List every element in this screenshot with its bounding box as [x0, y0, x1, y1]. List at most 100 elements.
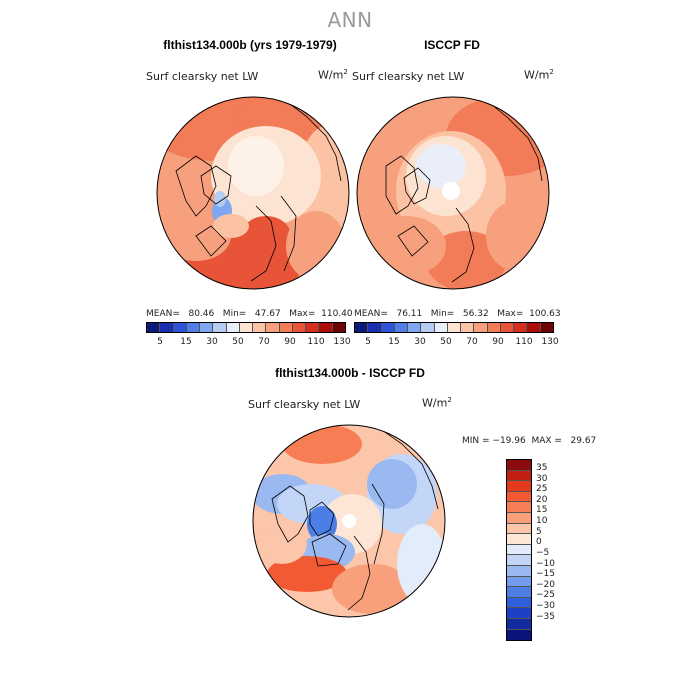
diff-colorbar-tick: −10: [536, 559, 555, 569]
obs-colorbar-swatch: [381, 323, 395, 332]
model-colorbar-swatch: [279, 323, 293, 332]
diff-colorbar-tick: 0: [536, 537, 542, 547]
obs-variable-label: Surf clearsky net LW: [352, 70, 465, 83]
diff-colorbar-tick: 20: [536, 495, 548, 505]
model-colorbar-swatch: [332, 323, 345, 332]
diff-colorbar-swatch: [507, 576, 531, 588]
model-colorbar-tick: 70: [258, 337, 270, 347]
model-units-label: W/m2: [318, 68, 348, 82]
obs-polar-map: [356, 96, 550, 290]
obs-colorbar-swatch: [487, 323, 501, 332]
model-colorbar-swatch: [226, 323, 240, 332]
model-colorbar-swatch: [213, 323, 227, 332]
model-colorbar-swatch: [147, 323, 161, 332]
obs-panel-title: ISCCP FD: [424, 38, 480, 52]
diff-colorbar-tick: 35: [536, 463, 548, 473]
diff-colorbar-swatch: [507, 565, 531, 577]
obs-colorbar-swatch: [527, 323, 541, 332]
obs-colorbar-swatch: [514, 323, 528, 332]
obs-colorbar-swatch: [394, 323, 409, 332]
obs-units-label: W/m2: [524, 68, 554, 82]
diff-colorbar: [506, 459, 532, 642]
model-variable-label: Surf clearsky net LW: [146, 70, 259, 83]
diff-colorbar-swatch: [507, 618, 531, 630]
model-colorbar-swatch: [160, 323, 174, 332]
obs-colorbar-swatch: [368, 323, 382, 332]
obs-colorbar-tick: 50: [440, 337, 452, 347]
diff-colorbar-swatch: [507, 502, 531, 513]
obs-colorbar-ticks: 5 15 30 50 70 90 110 130: [354, 337, 558, 349]
obs-colorbar: [354, 322, 554, 333]
diff-colorbar-ticks: 35 30 25 20 15 10 5 0 −5 −10 −15 −20 −25…: [536, 459, 576, 641]
obs-colorbar-tick: 70: [466, 337, 478, 347]
model-colorbar-swatch: [292, 323, 307, 332]
diff-colorbar-swatch: [507, 481, 531, 492]
obs-colorbar-swatch: [474, 323, 488, 332]
obs-colorbar-swatch: [434, 323, 448, 332]
obs-colorbar-tick: 130: [541, 337, 559, 347]
model-colorbar-swatch: [266, 323, 280, 332]
obs-colorbar-tick: 5: [365, 337, 371, 347]
model-colorbar-swatch: [253, 323, 267, 332]
diff-colorbar-tick: −30: [536, 601, 555, 611]
model-colorbar-tick: 50: [232, 337, 244, 347]
obs-colorbar-swatch: [355, 323, 369, 332]
diff-colorbar-tick: −5: [536, 548, 550, 558]
figure-title: ANN: [327, 8, 373, 32]
diff-variable-label: Surf clearsky net LW: [248, 398, 361, 411]
obs-colorbar-swatch: [461, 323, 475, 332]
obs-colorbar-tick: 90: [492, 337, 504, 347]
diff-polar-map: [252, 424, 446, 618]
diff-colorbar-swatch: [507, 460, 531, 471]
diff-colorbar-swatch: [507, 534, 531, 545]
model-colorbar-ticks: 5 15 30 50 70 90 110 130: [146, 337, 350, 349]
diff-colorbar-tick: −20: [536, 580, 555, 590]
diff-colorbar-tick: −15: [536, 569, 555, 579]
model-colorbar-swatch: [200, 323, 214, 332]
diff-colorbar-swatch: [507, 608, 531, 619]
model-colorbar-tick: 90: [284, 337, 296, 347]
diff-colorbar-swatch: [507, 629, 531, 641]
obs-colorbar-swatch: [421, 323, 435, 332]
diff-colorbar-tick: 25: [536, 484, 548, 494]
diff-colorbar-swatch: [507, 587, 531, 598]
model-colorbar-swatch: [173, 323, 187, 332]
diff-colorbar-tick: 5: [536, 527, 542, 537]
model-colorbar: [146, 322, 346, 333]
obs-colorbar-swatch: [500, 323, 515, 332]
obs-colorbar-tick: 15: [388, 337, 400, 347]
diff-colorbar-tick: 10: [536, 516, 548, 526]
model-colorbar-tick: 110: [307, 337, 325, 347]
obs-colorbar-tick: 30: [414, 337, 426, 347]
obs-colorbar-swatch: [408, 323, 422, 332]
obs-colorbar-swatch: [540, 323, 553, 332]
model-colorbar-tick: 130: [333, 337, 351, 347]
diff-colorbar-tick: 30: [536, 474, 548, 484]
diff-units-label: W/m2: [422, 396, 452, 410]
diff-colorbar-swatch: [507, 470, 531, 482]
obs-colorbar-tick: 110: [515, 337, 533, 347]
diff-colorbar-swatch: [507, 523, 531, 535]
model-colorbar-tick: 5: [157, 337, 163, 347]
diff-colorbar-tick: 15: [536, 505, 548, 515]
obs-stats: MEAN= 76.11 Min= 56.32 Max= 100.63: [354, 309, 561, 319]
diff-stats: MIN = −19.96 MAX = 29.67: [462, 436, 597, 446]
diff-colorbar-tick: −35: [536, 612, 555, 622]
model-stats: MEAN= 80.46 Min= 47.67 Max= 110.40: [146, 309, 353, 319]
diff-colorbar-swatch: [507, 512, 531, 524]
obs-colorbar-swatch: [447, 323, 462, 332]
model-colorbar-swatch: [319, 323, 333, 332]
model-colorbar-tick: 15: [180, 337, 192, 347]
model-colorbar-tick: 30: [206, 337, 218, 347]
model-colorbar-swatch: [186, 323, 201, 332]
diff-colorbar-tick: −25: [536, 590, 555, 600]
diff-colorbar-swatch: [507, 544, 531, 556]
diff-colorbar-swatch: [507, 491, 531, 503]
model-colorbar-swatch: [306, 323, 320, 332]
diff-colorbar-swatch: [507, 597, 531, 609]
diff-colorbar-swatch: [507, 555, 531, 566]
model-panel-title: flthist134.000b (yrs 1979-1979): [163, 38, 337, 52]
model-colorbar-swatch: [239, 323, 254, 332]
diff-panel-title: flthist134.000b - ISCCP FD: [275, 366, 425, 380]
model-polar-map: [156, 96, 350, 290]
